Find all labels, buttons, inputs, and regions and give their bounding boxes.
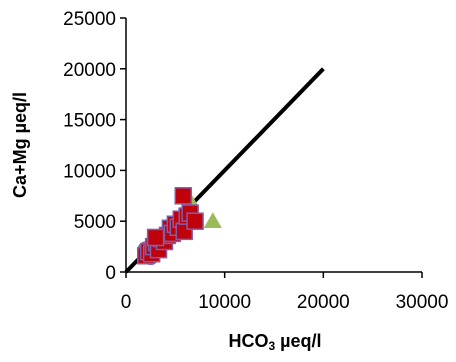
y-tick-label: 20000 [63,60,116,81]
data-points [136,187,222,266]
x-tick-label: 30000 [396,292,449,313]
y-tick-label: 25000 [63,9,116,30]
x-axis-title-subscript: 3 [268,339,275,353]
x-tick-label: 20000 [297,292,350,313]
data-point-square [186,212,204,230]
tick-labels: 0 5000 10000 15000 20000 25000 0 10000 20000 3000… [63,9,448,313]
x-tick-label: 0 [121,292,132,313]
y-tick-label: 15000 [63,111,116,132]
data-point-square [146,228,165,247]
x-axis-title-units: µeq/l [275,331,321,351]
y-tick-label: 0 [105,263,116,284]
x-axis-title-main: HCO [228,331,268,351]
data-point-square [174,187,192,205]
y-tick-label: 10000 [63,161,116,182]
y-tick-label: 5000 [74,212,116,233]
axes [120,17,423,278]
x-axis-title: HCO3 µeq/l [228,331,321,353]
y-axis-title: Ca+Mg µeq/l [10,92,30,198]
x-tick-label: 10000 [198,292,251,313]
data-point-triangle [203,212,222,228]
